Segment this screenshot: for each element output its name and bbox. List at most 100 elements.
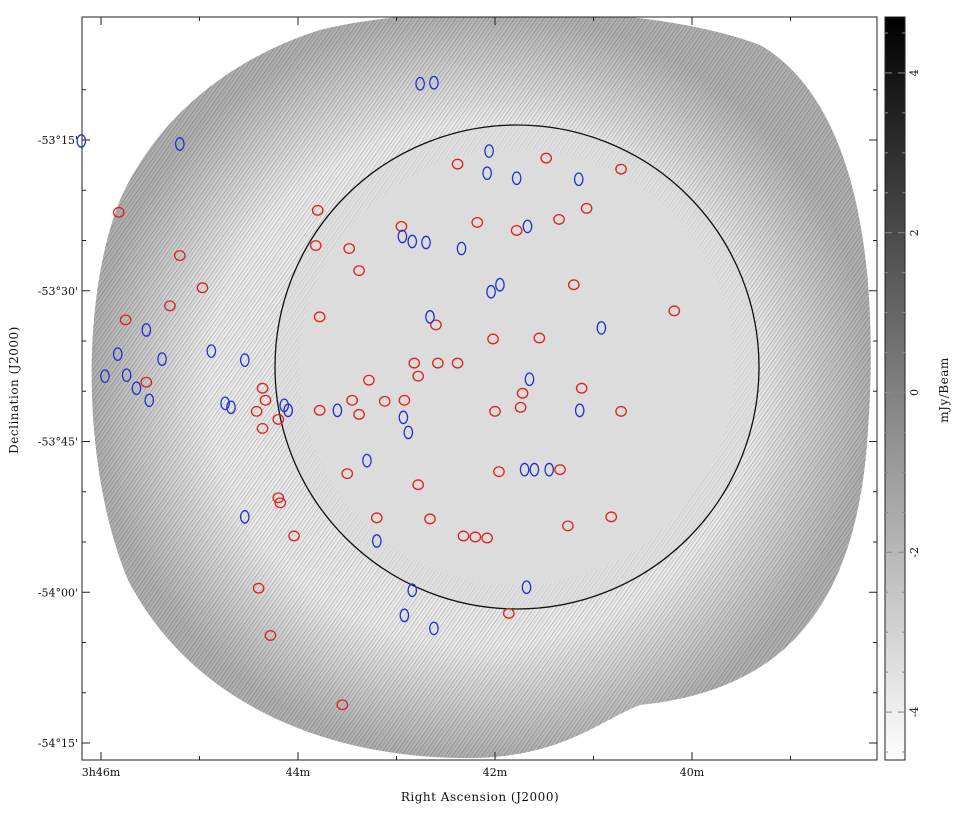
blue-source-marker (112, 347, 123, 361)
red-source-marker (540, 152, 553, 164)
blue-source-marker (544, 462, 555, 477)
red-source-marker (533, 332, 546, 344)
source-markers (76, 75, 681, 711)
red-source-marker (580, 202, 593, 214)
red-source-marker (408, 357, 421, 369)
red-source-marker (309, 240, 322, 251)
red-source-marker (336, 699, 349, 711)
blue-source-marker (407, 583, 418, 598)
red-source-marker (481, 532, 493, 544)
red-source-marker (451, 357, 464, 369)
blue-source-marker (121, 368, 132, 383)
colorbar-gradient (884, 16, 906, 761)
red-source-marker (424, 513, 436, 525)
y-tick-label: -53°45' (38, 436, 78, 449)
red-source-marker (395, 220, 408, 232)
red-source-marker (259, 394, 272, 406)
red-source-marker (140, 376, 153, 388)
red-source-marker (493, 466, 505, 478)
red-source-marker (562, 520, 574, 532)
red-source-marker (112, 206, 125, 218)
blue-source-marker (415, 76, 425, 91)
blue-source-marker (76, 134, 87, 148)
red-source-marker (605, 511, 618, 523)
colorbar-tick-label: -2 (908, 547, 921, 558)
x-tick-label: 3h46m (82, 766, 121, 779)
blue-source-marker (397, 229, 408, 244)
blue-source-marker (574, 403, 585, 418)
blue-source-marker (371, 534, 382, 548)
blue-source-marker (429, 75, 439, 90)
blue-source-marker (484, 144, 494, 158)
blue-source-marker (157, 352, 167, 366)
blue-source-marker (131, 381, 142, 396)
blue-source-marker (403, 425, 414, 440)
red-source-marker (432, 357, 444, 369)
red-source-marker (615, 163, 627, 175)
red-source-marker (256, 422, 269, 434)
colorbar-title: mJy/Beam (937, 357, 951, 423)
red-source-marker (615, 405, 627, 417)
blue-source-marker (174, 137, 185, 151)
y-tick-label: -54°15' (38, 737, 78, 750)
red-source-marker (471, 216, 484, 228)
blue-source-marker (519, 462, 530, 477)
primary-beam-circle (274, 124, 760, 610)
blue-source-marker (220, 396, 230, 411)
red-source-marker (516, 387, 529, 399)
red-source-marker (346, 394, 359, 406)
blue-source-marker (596, 321, 607, 335)
red-source-marker (313, 311, 326, 323)
colorbar: 4 2 0 -2 -4 (884, 16, 921, 761)
red-source-marker (313, 404, 326, 416)
blue-source-marker (482, 166, 492, 181)
blue-source-marker (511, 171, 522, 186)
blue-source-marker (239, 353, 250, 367)
colorbar-tick-label: 0 (908, 389, 921, 396)
red-source-marker (250, 405, 263, 417)
blue-source-marker (239, 510, 250, 524)
blue-source-marker (283, 403, 293, 418)
y-tick-label: -54°00' (38, 586, 78, 599)
red-source-marker (264, 630, 277, 641)
blue-source-marker (144, 393, 155, 408)
red-source-marker (272, 492, 285, 504)
red-source-marker (469, 531, 482, 543)
red-source-marker (274, 497, 287, 509)
red-source-marker (430, 319, 442, 331)
red-source-marker (412, 370, 425, 382)
blue-source-marker (407, 234, 418, 249)
colorbar-tick-label: -4 (908, 707, 921, 718)
red-source-marker (412, 479, 425, 491)
blue-source-marker (398, 410, 409, 425)
blue-source-marker (573, 172, 584, 187)
blue-source-marker (421, 235, 431, 250)
blue-source-marker (522, 219, 533, 234)
y-axis-title: Declination (J2000) (7, 326, 21, 454)
blue-source-marker (332, 403, 343, 418)
red-source-marker (575, 382, 588, 394)
blue-source-marker (226, 400, 236, 415)
red-source-marker (252, 582, 265, 594)
red-source-marker (353, 408, 365, 420)
blue-source-marker (429, 621, 439, 636)
colorbar-tick-label: 2 (908, 229, 921, 236)
red-source-marker (311, 204, 324, 216)
red-source-marker (353, 265, 365, 277)
blue-source-marker (521, 580, 532, 595)
blue-source-marker (524, 372, 535, 387)
red-source-marker (119, 314, 132, 326)
blue-source-marker (425, 310, 435, 324)
red-source-marker (398, 394, 411, 406)
x-axis-title: Right Ascension (J2000) (401, 790, 559, 804)
x-tick-label: 40m (680, 766, 705, 779)
colorbar-tick-label: 4 (908, 69, 921, 76)
blue-source-marker (206, 344, 217, 358)
red-source-marker (378, 395, 391, 407)
red-source-marker (514, 401, 527, 413)
red-source-marker (256, 382, 269, 394)
blue-source-marker (495, 277, 505, 292)
x-tick-label: 44m (286, 766, 311, 779)
red-source-marker (457, 530, 470, 542)
red-source-marker (510, 224, 523, 236)
